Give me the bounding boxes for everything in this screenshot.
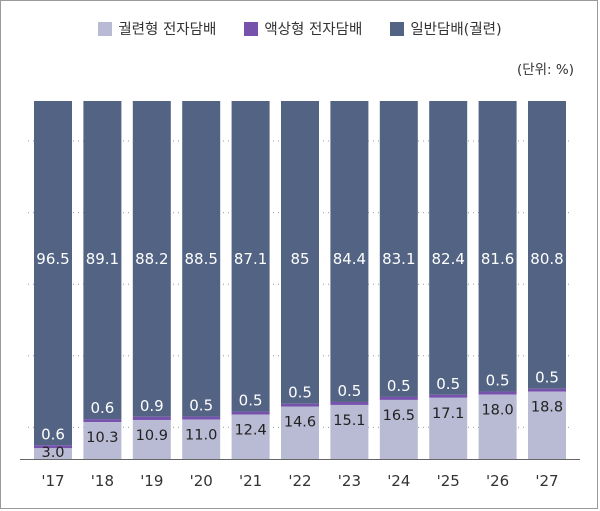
bar-liquid-ecig-2 (132, 416, 171, 420)
label-heated-tobacco-9: 18.0 (481, 403, 513, 419)
legend-item-liquid-ecig: 액상형 전자담배 (244, 18, 362, 39)
bar-liquid-ecig-7 (379, 396, 418, 400)
label-liquid-ecig-5: 0.5 (288, 384, 312, 402)
legend-label-cigarette: 일반담배(궐련) (410, 22, 502, 38)
bar-heated-tobacco-10 (528, 391, 566, 459)
bar-liquid-ecig-5 (281, 403, 319, 407)
bar-cigarette-4 (231, 101, 270, 412)
label-liquid-ecig-1: 0.6 (90, 399, 114, 417)
x-tick-2: '19 (140, 472, 163, 490)
bar-cigarette-10 (528, 101, 566, 389)
x-tick-4: '21 (239, 472, 262, 490)
bar-heated-tobacco-9 (478, 394, 517, 459)
bar-cigarette-3 (182, 101, 221, 417)
bar-heated-tobacco-4 (231, 414, 270, 459)
label-cigarette-1: 89.1 (86, 250, 119, 268)
label-liquid-ecig-9: 0.5 (486, 372, 510, 390)
label-cigarette-0: 96.5 (36, 250, 69, 268)
bar-cigarette-2 (132, 101, 171, 417)
bar-liquid-ecig-9 (478, 391, 517, 395)
label-cigarette-3: 88.5 (184, 250, 217, 268)
label-cigarette-2: 88.2 (135, 250, 168, 268)
bar-cigarette-1 (83, 101, 122, 420)
label-liquid-ecig-10: 0.5 (535, 369, 559, 387)
legend-swatch-liquid-ecig (244, 21, 259, 36)
x-tick-1: '18 (91, 472, 114, 490)
bar-cigarette-9 (478, 101, 517, 392)
label-heated-tobacco-8: 17.1 (432, 406, 464, 422)
legend-item-cigarette: 일반담배(궐련) (390, 18, 502, 39)
label-heated-tobacco-7: 16.5 (383, 408, 415, 424)
bar-heated-tobacco-6 (330, 404, 369, 459)
x-tick-10: '27 (535, 472, 558, 490)
label-cigarette-9: 81.6 (481, 250, 514, 268)
legend-label-liquid-ecig: 액상형 전자담배 (264, 22, 363, 38)
bar-cigarette-6 (330, 101, 369, 402)
bar-heated-tobacco-7 (379, 399, 418, 459)
legend-item-heated-tobacco: 궐련형 전자담배 (98, 18, 216, 39)
label-heated-tobacco-1: 10.3 (86, 430, 118, 446)
legend-swatch-cigarette (390, 21, 405, 36)
bar-liquid-ecig-4 (231, 411, 270, 415)
bar-liquid-ecig-8 (429, 394, 468, 398)
label-liquid-ecig-7: 0.5 (387, 377, 411, 395)
label-heated-tobacco-0: 3.0 (41, 445, 64, 461)
x-tick-0: '17 (41, 472, 64, 490)
x-tick-8: '25 (437, 472, 460, 490)
bar-cigarette-8 (429, 101, 468, 395)
bar-liquid-ecig-0 (34, 445, 72, 449)
x-tick-6: '23 (338, 472, 361, 490)
bar-heated-tobacco-3 (182, 419, 221, 459)
label-heated-tobacco-5: 14.6 (284, 415, 316, 431)
x-tick-9: '26 (486, 472, 509, 490)
bar-heated-tobacco-5 (281, 406, 319, 459)
legend: 궐련형 전자담배 액상형 전자담배 일반담배(궐련) (0, 18, 600, 39)
legend-swatch-heated-tobacco (98, 21, 113, 36)
legend-label-heated-tobacco: 궐련형 전자담배 (118, 22, 217, 38)
bar-cigarette-7 (379, 101, 418, 397)
bar-heated-tobacco-0 (34, 448, 72, 459)
bar-liquid-ecig-1 (83, 419, 122, 423)
label-liquid-ecig-2: 0.9 (140, 397, 164, 415)
label-cigarette-10: 80.8 (530, 250, 563, 268)
label-heated-tobacco-6: 15.1 (333, 413, 365, 429)
bar-liquid-ecig-10 (528, 388, 566, 392)
bar-heated-tobacco-2 (132, 419, 171, 459)
label-liquid-ecig-8: 0.5 (436, 375, 460, 393)
label-cigarette-8: 82.4 (431, 250, 464, 268)
bar-liquid-ecig-3 (182, 416, 221, 420)
x-tick-5: '22 (288, 472, 311, 490)
bar-cigarette-0 (34, 101, 72, 446)
label-heated-tobacco-4: 12.4 (234, 423, 266, 439)
label-liquid-ecig-6: 0.5 (337, 382, 361, 400)
label-liquid-ecig-0: 0.6 (41, 425, 65, 443)
label-cigarette-7: 83.1 (382, 250, 415, 268)
label-cigarette-4: 87.1 (234, 250, 267, 268)
unit-label: (단위: %) (516, 62, 574, 78)
label-cigarette-5: 85 (290, 250, 309, 268)
label-cigarette-6: 84.4 (333, 250, 366, 268)
label-heated-tobacco-3: 11.0 (185, 428, 217, 444)
label-heated-tobacco-2: 10.9 (136, 428, 168, 444)
label-liquid-ecig-3: 0.5 (189, 397, 213, 415)
bar-cigarette-5 (281, 101, 319, 404)
bar-heated-tobacco-8 (429, 397, 468, 459)
label-heated-tobacco-10: 18.8 (531, 400, 563, 416)
label-liquid-ecig-4: 0.5 (239, 392, 263, 410)
x-tick-3: '20 (190, 472, 213, 490)
x-tick-7: '24 (387, 472, 410, 490)
bar-liquid-ecig-6 (330, 401, 369, 405)
bar-heated-tobacco-1 (83, 422, 122, 459)
